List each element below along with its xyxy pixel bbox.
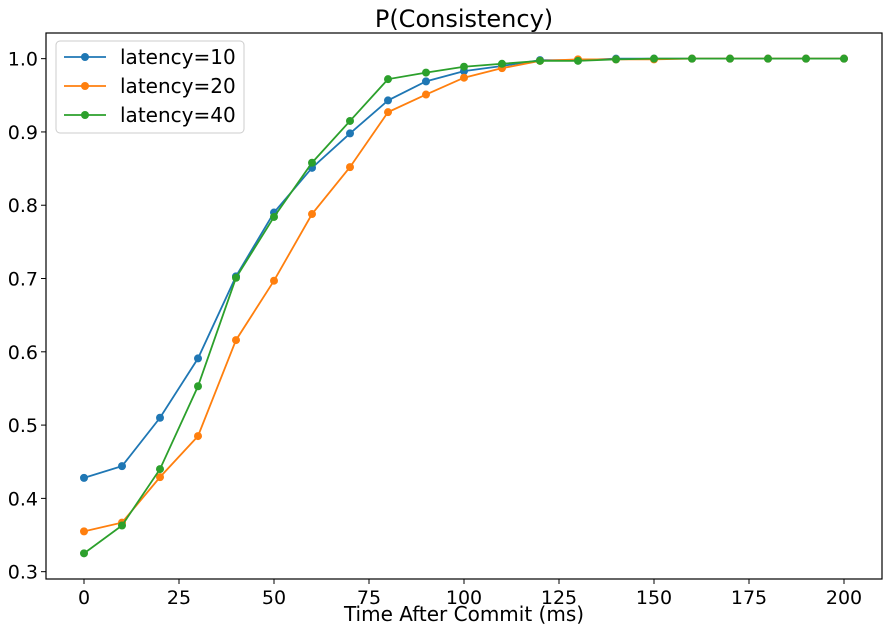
data-point [270, 212, 278, 221]
data-point [802, 54, 810, 63]
y-tick-label: 0.9 [8, 122, 38, 144]
data-point [118, 462, 126, 471]
x-axis-label: Time After Commit (ms) [343, 602, 584, 626]
data-point [80, 473, 88, 482]
data-point [308, 210, 316, 219]
data-point [460, 73, 468, 82]
legend-marker [81, 82, 89, 90]
x-tick-label: 50 [262, 587, 286, 609]
x-tick-label: 0 [78, 587, 90, 609]
data-point [118, 521, 126, 530]
y-tick-label: 0.4 [8, 488, 38, 510]
data-point [346, 129, 354, 138]
data-point [498, 59, 506, 68]
data-point [346, 116, 354, 125]
legend: latency=10 latency=20 latency=40 [55, 40, 245, 134]
data-point [422, 68, 430, 77]
y-tick-label: 0.7 [8, 269, 38, 291]
legend-marker [81, 111, 89, 119]
x-tick-label: 75 [357, 587, 381, 609]
data-point [384, 75, 392, 84]
series-latency=40 [80, 54, 848, 558]
x-tick-label: 175 [731, 587, 767, 609]
y-tick-label: 0.5 [8, 415, 38, 437]
legend-item: latency=20 [64, 74, 236, 98]
data-point [764, 54, 772, 63]
data-point [840, 54, 848, 63]
chart-title: P(Consistency) [375, 5, 553, 33]
y-tick-label: 1.0 [8, 49, 38, 71]
axes: 0 25 50 75 100 125 150 175 200 0.3 0.4 0.5 0.6 0.7 0.8… [8, 49, 862, 609]
data-point [194, 354, 202, 363]
data-point [232, 273, 240, 282]
data-point [80, 549, 88, 558]
data-point [650, 54, 658, 63]
legend-box [55, 40, 245, 134]
data-point [536, 56, 544, 65]
legend-marker [81, 53, 89, 61]
y-tick-label: 0.8 [8, 195, 38, 217]
x-tick-label: 100 [446, 587, 482, 609]
x-tick-label: 25 [167, 587, 191, 609]
data-point [194, 382, 202, 391]
legend-label: latency=40 [120, 103, 236, 127]
x-tick-label: 150 [636, 587, 672, 609]
data-point [308, 158, 316, 167]
data-point [688, 54, 696, 63]
x-tick-label: 125 [541, 587, 577, 609]
data-point [156, 473, 164, 482]
legend-item: latency=10 [64, 45, 236, 69]
plot-area [80, 54, 848, 558]
data-point [384, 108, 392, 117]
data-point [422, 77, 430, 86]
data-point [574, 56, 582, 65]
legend-label: latency=20 [120, 74, 236, 98]
data-point [384, 96, 392, 105]
data-point [156, 465, 164, 474]
y-tick-label: 0.3 [8, 562, 38, 584]
data-point [422, 90, 430, 99]
data-point [346, 163, 354, 172]
data-point [270, 276, 278, 285]
data-point [726, 54, 734, 63]
data-point [80, 527, 88, 536]
data-point [460, 62, 468, 71]
y-tick-label: 0.6 [8, 342, 38, 364]
data-point [612, 55, 620, 64]
legend-label: latency=10 [120, 45, 236, 69]
data-point [232, 336, 240, 345]
data-point [194, 432, 202, 441]
data-point [156, 413, 164, 422]
legend-item: latency=40 [64, 103, 236, 127]
x-tick-label: 200 [826, 587, 862, 609]
